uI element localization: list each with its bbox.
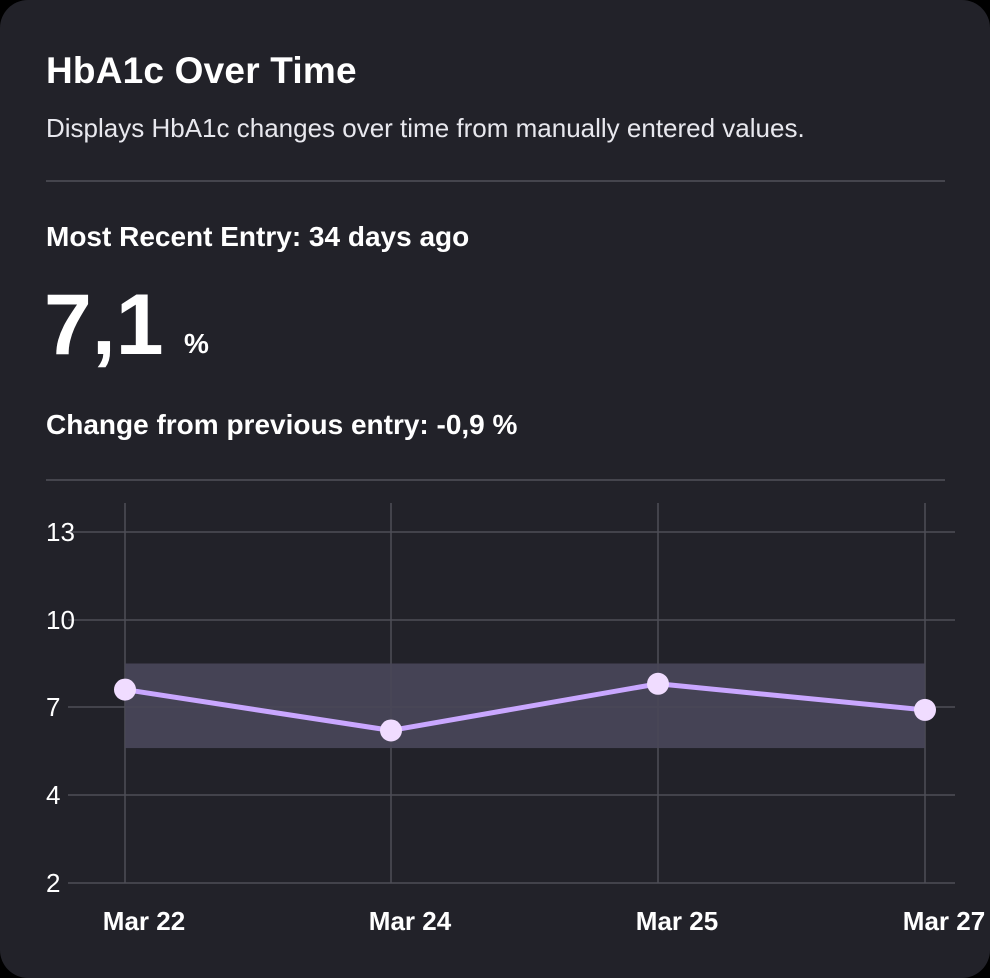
data-point-1 bbox=[380, 719, 402, 741]
x-tick-label-1: Mar 24 bbox=[369, 906, 452, 936]
data-point-0 bbox=[114, 679, 136, 701]
y-tick-label-7: 7 bbox=[46, 692, 60, 722]
y-tick-label-13: 13 bbox=[46, 517, 75, 547]
y-tick-label-2: 2 bbox=[46, 868, 60, 898]
x-tick-label-3: Mar 27 bbox=[903, 906, 985, 936]
x-tick-label-0: Mar 22 bbox=[103, 906, 185, 936]
data-point-3 bbox=[914, 699, 936, 721]
x-tick-label-2: Mar 25 bbox=[636, 906, 718, 936]
y-tick-label-10: 10 bbox=[46, 605, 75, 635]
data-point-2 bbox=[647, 673, 669, 695]
y-tick-label-4: 4 bbox=[46, 780, 60, 810]
